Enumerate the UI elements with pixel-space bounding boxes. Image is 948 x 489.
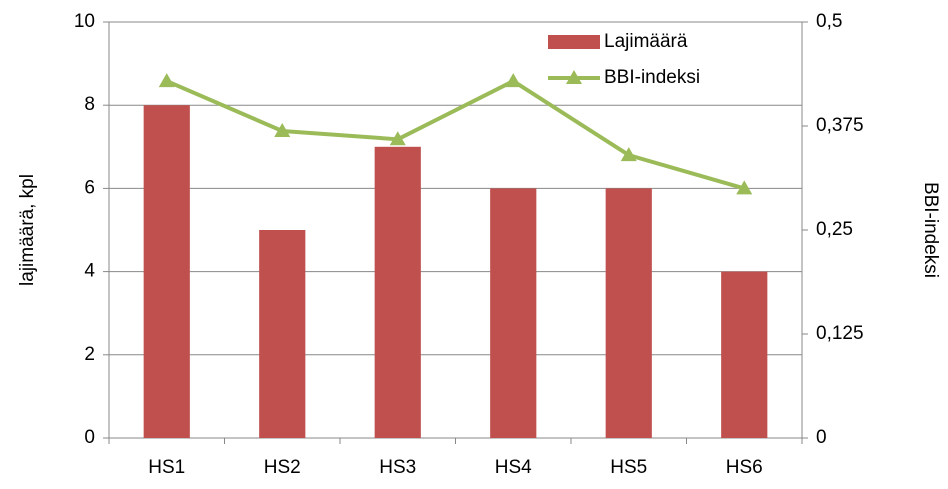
line-marker [620,147,637,162]
bar [721,271,768,438]
x-tick-label: HS5 [610,457,647,478]
x-tick-label: HS3 [379,457,416,478]
x-tick-label: HS4 [495,457,532,478]
y2-tick-label: 0 [816,427,827,448]
y-tick-label: 6 [84,177,95,198]
y-tick-label: 8 [84,94,95,115]
y2-tick-label: 0,375 [816,115,864,136]
y2-tick-label: 0,5 [816,11,842,32]
bar [490,188,537,438]
bar [143,105,190,438]
bar [605,188,652,438]
line-marker [274,122,291,137]
bar [259,230,306,438]
y-tick-label: 2 [84,344,95,365]
y-tick-label: 4 [84,261,95,282]
legend-marker [566,70,582,84]
y2-tick-label: 0,125 [816,323,864,344]
line-marker [158,73,175,88]
legend-label: Lajimäärä [604,31,688,52]
line [165,79,745,191]
legend-label: BBI-indeksi [604,67,700,88]
y2-tick-label: 0,25 [816,219,853,240]
y2-axis-label: BBI-indeksi [920,182,941,278]
y-tick-label: 10 [74,11,95,32]
line-marker [389,131,406,146]
x-tick-label: HS6 [726,457,763,478]
y-axis-label: lajimäärä, kpl [17,174,38,286]
x-tick-label: HS2 [264,457,301,478]
y-tick-label: 0 [84,427,95,448]
legend-swatch [548,35,600,49]
line-marker [505,73,522,88]
bar [374,146,421,439]
line-marker [736,180,753,195]
x-tick-label: HS1 [148,457,185,478]
